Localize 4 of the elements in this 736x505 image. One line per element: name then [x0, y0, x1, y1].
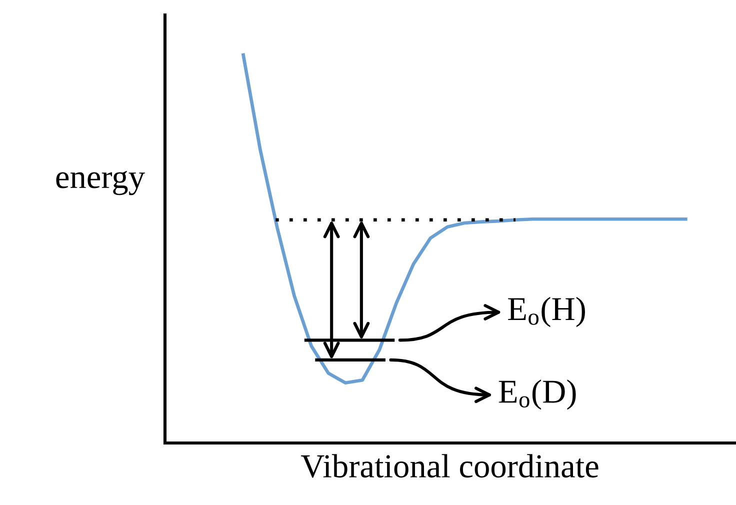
- y-axis-title: energy: [56, 170, 145, 196]
- ref-line-label: E$_{o}$(H): [508, 296, 585, 328]
- legend-label: E$_{o}$(D): [498, 380, 576, 410]
- x-axis-title: Vibrational coordinate: [300, 454, 598, 478]
